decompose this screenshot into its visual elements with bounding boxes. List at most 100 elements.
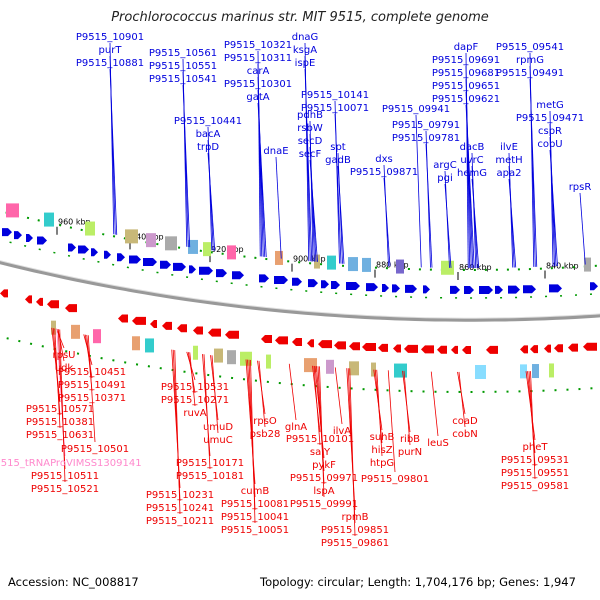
reverse-gene-arrow (162, 321, 172, 330)
forward-leader-line (425, 143, 433, 268)
forward-leader-line (334, 113, 342, 264)
reverse-leader-line (258, 360, 266, 428)
forward-gene-label: secD (298, 136, 323, 147)
forward-gene-label: metH (495, 155, 522, 166)
genome-backbone (0, 260, 600, 322)
reverse-leader-line (54, 328, 61, 429)
cog-block-forward (6, 203, 19, 218)
topology-label: Topology: (260, 575, 314, 589)
reverse-gene-arrow (225, 330, 239, 339)
reverse-gene-label: P9515_09991 (290, 499, 358, 510)
reverse-gene-label: P9515_09861 (321, 538, 389, 549)
length-label: Length: (367, 575, 412, 589)
reverse-gene-label: pheT (523, 442, 549, 453)
cog-block-reverse (520, 364, 527, 379)
cog-block-reverse (266, 354, 271, 369)
forward-leader-line (471, 178, 480, 269)
reverse-gene-arrow (568, 343, 578, 352)
reverse-gene-label: coaD (452, 416, 478, 427)
reverse-gene-label: P9515_10371 (58, 393, 126, 404)
genes-label: Genes: (499, 575, 540, 589)
reverse-gene-arrow (261, 334, 272, 343)
cog-block-forward (227, 245, 236, 260)
forward-gene-label: uvrC (460, 155, 483, 166)
reverse-gene-label: P9515_10631 (26, 430, 94, 441)
reverse-gene-label: umuD (203, 422, 233, 433)
reverse-gene-label: glnA (285, 422, 307, 433)
reverse-gene-label: leuS (427, 438, 449, 449)
reverse-gene-arrow (378, 343, 388, 352)
reverse-gene-label: psb28 (250, 429, 281, 440)
reverse-gene-label: P9515_10241 (146, 503, 214, 514)
forward-leader-line (383, 177, 391, 267)
reverse-gene-label: P9515_tRNAProVIMSS1309141 (0, 458, 142, 469)
reverse-gene-arrow (362, 343, 376, 352)
forward-gene-label: cobU (537, 139, 562, 150)
forward-gene-label: P9515_10551 (149, 61, 217, 72)
reverse-gene-arrow (193, 326, 203, 335)
forward-leader-line (337, 165, 345, 264)
cog-block-forward (396, 259, 404, 274)
forward-gene-arrow (143, 257, 157, 266)
reverse-gene-label: P9515_10181 (176, 471, 244, 482)
reverse-gene-label: P9515_10381 (26, 417, 94, 428)
forward-gene-label: dxs (375, 154, 392, 165)
reverse-gene-label: P9515_10571 (26, 404, 94, 415)
reverse-gene-label: P9515_10051 (221, 525, 289, 536)
forward-gene-label: gatA (246, 92, 269, 103)
forward-gene-label: P9515_09941 (382, 104, 450, 115)
forward-gene-label: ispE (295, 58, 316, 69)
cog-block-reverse (394, 363, 407, 378)
accession-value: NC_008817 (72, 575, 139, 589)
cog-block-reverse (304, 358, 317, 373)
reverse-gene-arrow (65, 304, 77, 313)
reverse-gene-arrow (307, 339, 314, 348)
reverse-gene-label: P9515_10501 (61, 444, 129, 455)
forward-gene-label: purT (99, 45, 123, 56)
forward-gene-label: cspR (538, 126, 562, 137)
forward-gene-label: P9515_10321 (224, 40, 292, 51)
length-value: 1,704,176 bp (414, 575, 492, 589)
forward-gene-arrow (117, 253, 125, 262)
forward-gene-arrow (189, 265, 196, 274)
cog-block-reverse (132, 336, 140, 351)
reverse-gene-label: P9515_10491 (58, 380, 126, 391)
forward-gene-label: P9515_10071 (301, 103, 369, 114)
cog-block-reverse (193, 345, 198, 360)
reverse-gene-label: P9515_09531 (501, 455, 569, 466)
cog-block-forward (441, 260, 454, 275)
reverse-gene-label: ilvA (333, 426, 351, 437)
cog-block-forward (146, 233, 156, 248)
forward-gene-label: dacB (460, 142, 485, 153)
forward-gene-label: dnaG (292, 32, 319, 43)
forward-leader-line (529, 78, 538, 267)
forward-leader-line (579, 192, 586, 265)
forward-gene-label: P9515_10311 (224, 53, 292, 64)
reverse-gene-arrow (462, 345, 471, 354)
reverse-leader-line (376, 369, 383, 457)
cog-block-reverse (51, 320, 56, 335)
forward-leader-line (309, 159, 318, 262)
reverse-leader-line (319, 366, 325, 498)
reverse-leader-line (288, 363, 297, 421)
forward-gene-label: P9515_09491 (496, 68, 564, 79)
forward-gene-arrow (590, 282, 598, 291)
reverse-leader-line (250, 359, 256, 524)
reverse-gene-arrow (150, 319, 157, 328)
reverse-gene-label: pykF (312, 460, 336, 471)
cog-block-forward (362, 257, 371, 272)
forward-gene-arrow (405, 284, 417, 293)
forward-gene-arrow (78, 245, 89, 254)
forward-gene-arrow (129, 255, 141, 264)
forward-leader-line (109, 68, 118, 235)
forward-gene-arrow (464, 285, 474, 294)
forward-gene-arrow (199, 266, 213, 275)
cog-block-reverse (532, 364, 539, 379)
forward-gene-arrow (321, 280, 329, 289)
cog-block-reverse (227, 350, 236, 365)
cog-block-reverse (326, 359, 334, 374)
forward-gene-label: P9515_10141 (301, 90, 369, 101)
reverse-gene-label: P9515_10521 (31, 484, 99, 495)
reverse-gene-label: cobN (452, 429, 477, 440)
reverse-gene-arrow (118, 314, 128, 323)
